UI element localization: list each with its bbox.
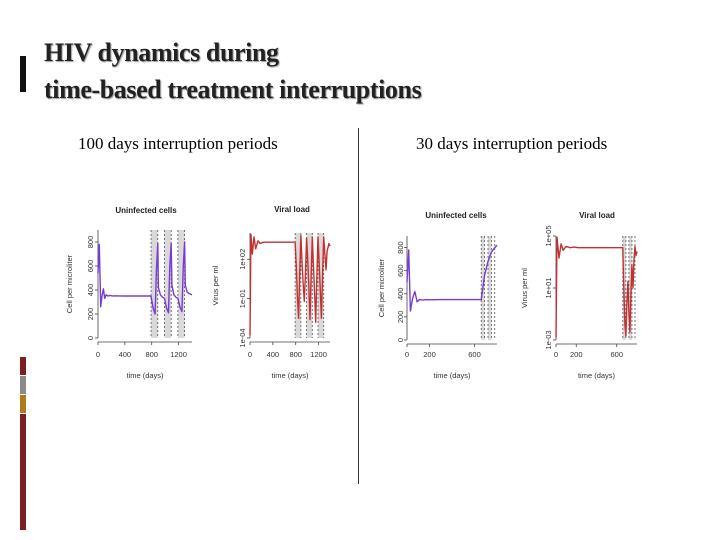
interruption-band xyxy=(177,230,185,338)
y-tick-label: 200 xyxy=(86,308,95,321)
interruption-band xyxy=(295,233,301,338)
y-axis-label: Cell per microliter xyxy=(65,254,74,313)
x-tick-label: 0 xyxy=(554,350,558,359)
side-strip-segment xyxy=(20,357,26,375)
y-axis-label: Virus per ml xyxy=(520,268,529,308)
y-tick-label: 1e+05 xyxy=(544,225,553,246)
y-tick-label: 200 xyxy=(396,311,405,324)
y-tick-label: 1e-03 xyxy=(544,330,553,349)
x-tick-label: 600 xyxy=(468,350,481,359)
chart-title: Viral load xyxy=(274,205,310,214)
x-tick-label: 800 xyxy=(289,350,302,359)
y-axis-label: Virus per ml xyxy=(211,265,220,305)
left-panel-heading: 100 days interruption periods xyxy=(78,134,278,153)
x-tick-label: 0 xyxy=(248,350,252,359)
interruption-band xyxy=(318,233,324,338)
chart-title: Uninfected cells xyxy=(425,211,487,220)
interruption-band xyxy=(488,236,492,340)
y-tick-label: 1e-04 xyxy=(238,328,247,347)
slide-title-line-1: HIV dynamics during xyxy=(44,38,279,67)
x-tick-label: 600 xyxy=(610,350,623,359)
y-tick-label: 1e+02 xyxy=(238,249,247,270)
y-tick-label: 400 xyxy=(396,288,405,301)
x-tick-label: 400 xyxy=(119,350,132,359)
y-axis-label: Cell per microliter xyxy=(377,258,386,317)
x-tick-label: 1200 xyxy=(310,350,327,359)
y-tick-label: 600 xyxy=(396,264,405,277)
slide-title: HIV dynamics during time-based treatment… xyxy=(44,34,422,108)
chart-title: Viral load xyxy=(579,211,615,220)
side-strip-segment xyxy=(20,395,26,413)
panel-divider xyxy=(358,128,359,484)
x-tick-label: 200 xyxy=(423,350,436,359)
x-tick-label: 0 xyxy=(405,350,409,359)
chart-4: Viral load 0 200 600 1e-03 1e+01 1e+05 time (da… xyxy=(520,211,638,380)
x-tick-label: 400 xyxy=(267,350,280,359)
series-line xyxy=(97,241,193,315)
right-panel-heading: 30 days interruption periods xyxy=(416,134,608,153)
series-line xyxy=(555,236,638,338)
y-tick-label: 600 xyxy=(86,260,95,273)
series-line xyxy=(406,244,498,312)
side-strip-segment xyxy=(20,376,26,394)
y-tick-label: 1e-01 xyxy=(238,289,247,308)
series-line xyxy=(249,233,331,336)
chart-title: Uninfected cells xyxy=(115,206,177,215)
slide-title-line-2: time-based treatment interruptions xyxy=(44,75,422,104)
y-tick-label: 0 xyxy=(86,336,95,340)
interruption-band xyxy=(164,230,172,338)
y-tick-label: 800 xyxy=(86,236,95,249)
chart-2: Viral load 0 400 800 1200 1e-04 1e-01 1e+02 time… xyxy=(211,205,331,380)
chart-3: Uninfected cells 0 200 600 0 200 400 600 800 time… xyxy=(377,211,498,380)
y-tick-label: 800 xyxy=(396,241,405,254)
title-accent-bar xyxy=(20,56,26,92)
y-tick-label: 1e+01 xyxy=(544,277,553,298)
interruption-band xyxy=(151,230,158,338)
x-axis-label: time (days) xyxy=(578,371,616,380)
x-tick-label: 200 xyxy=(570,350,583,359)
y-tick-label: 400 xyxy=(86,284,95,297)
x-axis-label: time (days) xyxy=(126,371,164,380)
x-tick-label: 800 xyxy=(145,350,158,359)
x-axis-label: time (days) xyxy=(433,371,471,380)
x-axis-label: time (days) xyxy=(271,371,309,380)
side-strip-segment xyxy=(20,414,26,530)
x-tick-label: 1200 xyxy=(170,350,187,359)
chart-1: Uninfected cells 0 400 800 1200 0 200 400 600 800… xyxy=(65,206,193,380)
y-tick-label: 0 xyxy=(396,338,405,342)
x-tick-label: 0 xyxy=(96,350,100,359)
